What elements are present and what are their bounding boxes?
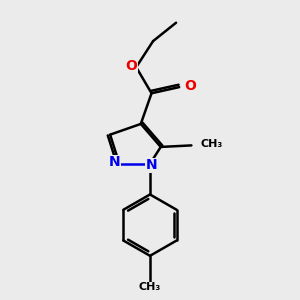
Text: CH₃: CH₃: [139, 282, 161, 292]
Text: N: N: [109, 155, 121, 169]
Text: O: O: [126, 59, 137, 73]
Text: CH₃: CH₃: [201, 139, 223, 149]
Text: N: N: [146, 158, 157, 172]
Text: O: O: [185, 79, 197, 93]
